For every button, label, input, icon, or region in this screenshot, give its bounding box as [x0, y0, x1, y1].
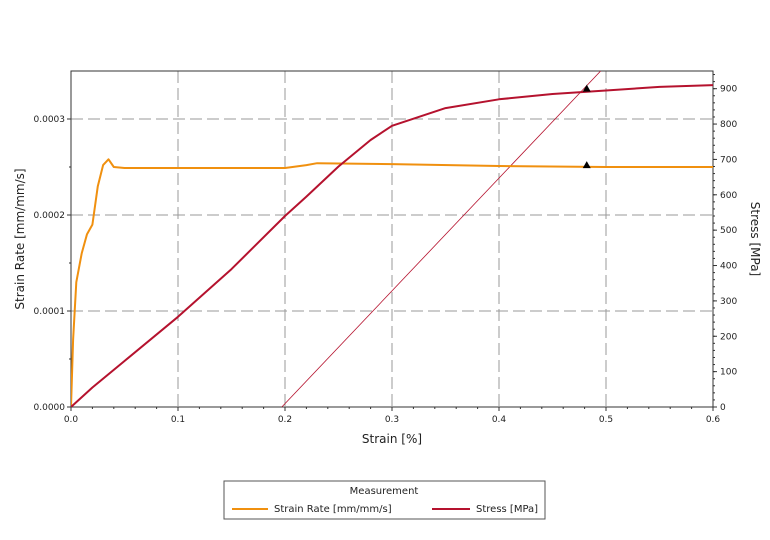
grid [71, 71, 713, 407]
legend: Measurement Strain Rate [mm/mm/s] Stress… [223, 480, 546, 520]
y-right-tick-label: 700 [720, 155, 737, 165]
x-tick-label: 0.3 [385, 415, 399, 425]
y-right-tick-label: 300 [720, 297, 737, 307]
y-left-tick-label: 0.0003 [34, 115, 66, 125]
y-right-ticks: 0 100 200 300 400 500 600 700 800 900 [713, 74, 737, 413]
y-left-tick-label: 0.0001 [34, 307, 66, 317]
y-right-tick-label: 800 [720, 120, 737, 130]
y-right-tick-label: 100 [720, 368, 737, 378]
y-right-tick-label: 200 [720, 332, 737, 342]
plot-frame [70, 70, 714, 408]
x-tick-label: 0.0 [64, 415, 79, 425]
x-tick-label: 0.5 [599, 415, 613, 425]
y-left-axis-title: Strain Rate [mm/mm/s] [13, 168, 27, 309]
axes [70, 70, 714, 408]
legend-title: Measurement [350, 486, 419, 497]
y-right-tick-label: 500 [720, 226, 737, 236]
triangle-marker [582, 84, 591, 92]
y-right-tick-label: 900 [720, 85, 737, 95]
y-right-axis-title: Stress [MPa] [748, 202, 762, 276]
x-axis-title: Strain [%] [362, 432, 422, 446]
x-tick-label: 0.6 [706, 415, 721, 425]
series [70, 71, 714, 408]
y-left-ticks: 0.0000 0.0001 0.0002 0.0003 [34, 115, 71, 413]
markers [582, 84, 591, 169]
legend-box [223, 480, 546, 520]
y-right-tick-label: 400 [720, 262, 737, 272]
legend-label-strain-rate: Strain Rate [mm/mm/s] [274, 504, 392, 515]
y-left-tick-label: 0.0002 [34, 211, 66, 221]
y-right-tick-label: 600 [720, 191, 737, 201]
x-tick-label: 0.2 [278, 415, 292, 425]
y-right-tick-label: 0 [720, 403, 726, 413]
x-tick-label: 0.4 [492, 415, 507, 425]
triangle-marker [582, 161, 591, 169]
legend-label-stress: Stress [MPa] [476, 504, 538, 515]
stress-line [71, 84, 713, 407]
y-left-tick-label: 0.0000 [34, 403, 66, 413]
x-ticks: 0.0 0.1 0.2 0.3 0.4 0.5 0.6 [64, 407, 721, 425]
offset-line [281, 71, 601, 407]
x-tick-label: 0.1 [171, 415, 185, 425]
